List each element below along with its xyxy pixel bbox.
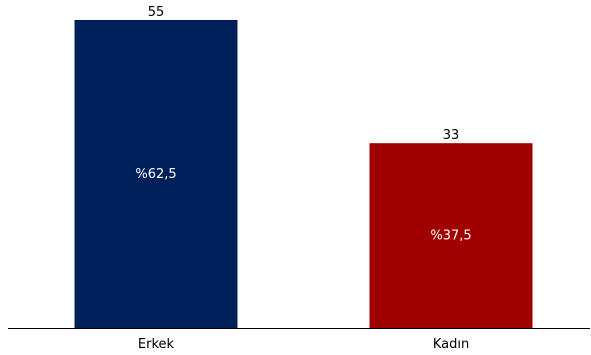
value-label-0: 55 — [148, 5, 165, 20]
category-label-1: Kadın — [433, 337, 469, 352]
value-label-1: 33 — [443, 128, 460, 143]
percent-label-1: %37,5 — [430, 229, 471, 244]
bar-0 — [74, 20, 238, 328]
labels-group: 55 %62,5 Erkek 33 %37,5 Kadın — [135, 5, 471, 352]
bars-group — [74, 20, 533, 328]
bar-1 — [369, 143, 533, 328]
percent-label-0: %62,5 — [135, 167, 176, 182]
category-label-0: Erkek — [138, 337, 175, 352]
